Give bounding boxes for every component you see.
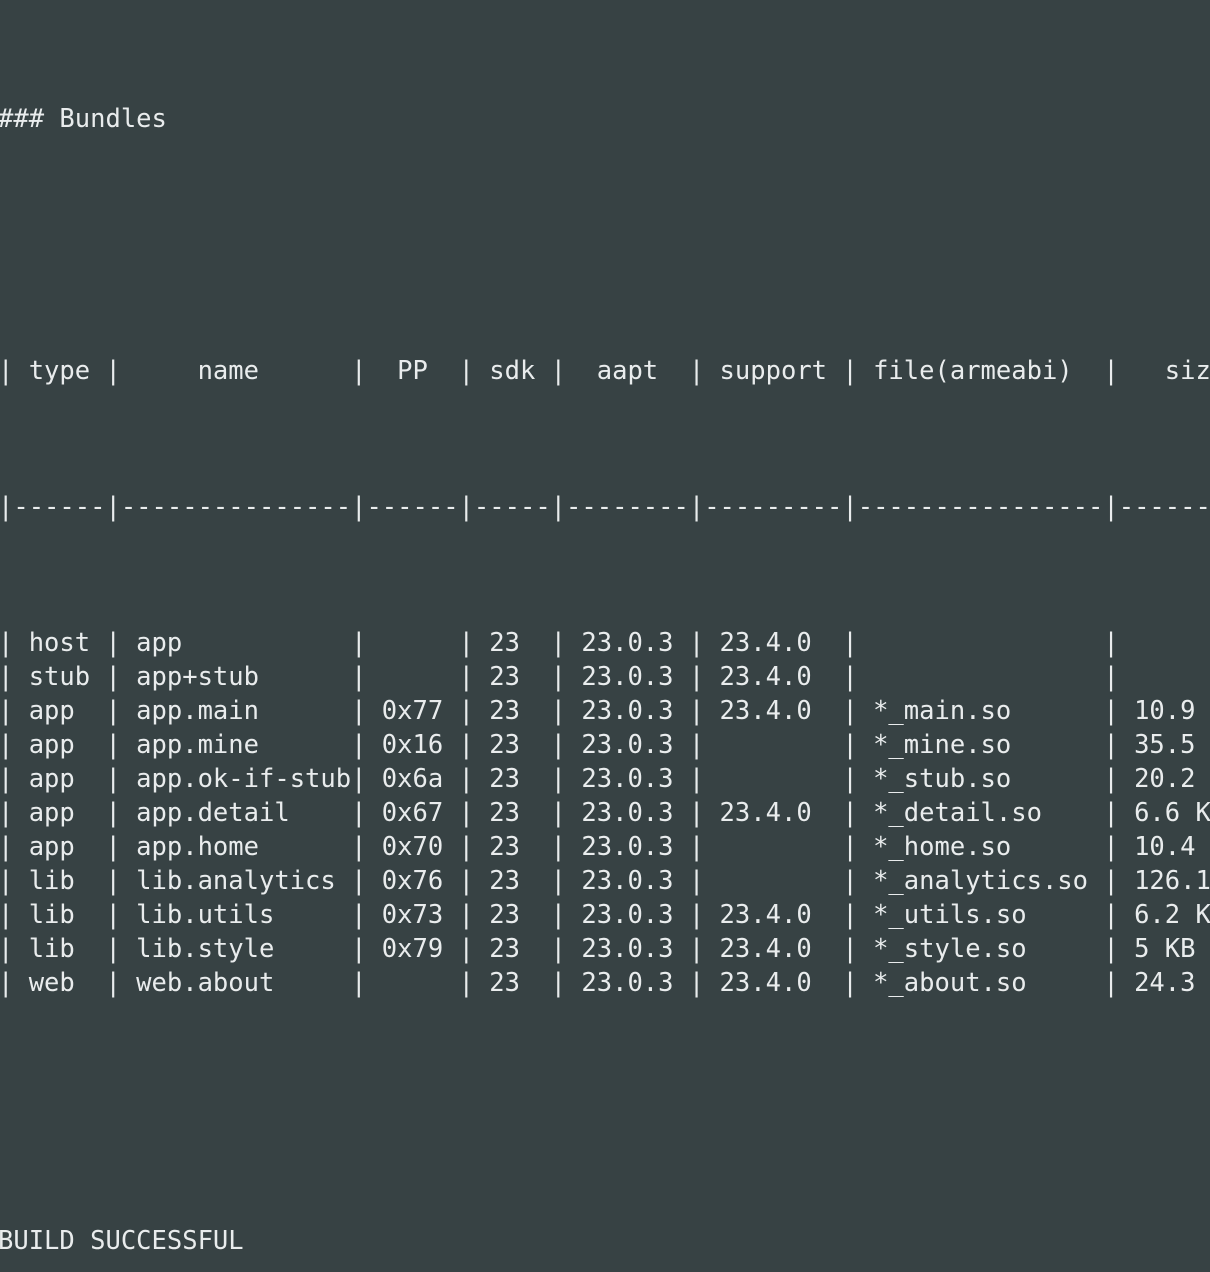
- table-row: | web | web.about | | 23 | 23.0.3 | 23.4…: [0, 968, 1210, 998]
- table-row: | host | app | | 23 | 23.0.3 | 23.4.0 | …: [0, 628, 1210, 658]
- table-row: | lib | lib.utils | 0x73 | 23 | 23.0.3 |…: [0, 900, 1210, 930]
- build-status: BUILD SUCCESSFUL: [0, 1226, 244, 1256]
- table-body: | host | app | | 23 | 23.0.3 | 23.4.0 | …: [0, 626, 1210, 1000]
- table-row: | app | app.home | 0x70 | 23 | 23.0.3 | …: [0, 832, 1210, 862]
- table-header-row: | type | name | PP | sdk | aapt | suppor…: [0, 356, 1210, 386]
- table-row: | app | app.main | 0x77 | 23 | 23.0.3 | …: [0, 696, 1210, 726]
- table-row: | app | app.mine | 0x16 | 23 | 23.0.3 | …: [0, 730, 1210, 760]
- table-row: | lib | lib.style | 0x79 | 23 | 23.0.3 |…: [0, 934, 1210, 964]
- terminal-output: ### Bundles | type | name | PP | sdk | a…: [0, 104, 1210, 1256]
- table-row: | lib | lib.analytics | 0x76 | 23 | 23.0…: [0, 866, 1210, 896]
- body-spacer: [0, 1102, 1210, 1122]
- table-row: | stub | app+stub | | 23 | 23.0.3 | 23.4…: [0, 662, 1210, 692]
- table-row: | app | app.detail | 0x67 | 23 | 23.0.3 …: [0, 798, 1210, 828]
- bundles-heading: ### Bundles: [0, 104, 167, 134]
- table-separator-row: |------|---------------|------|-----|---…: [0, 492, 1210, 522]
- heading-spacer: [0, 238, 1210, 252]
- table-row: | app | app.ok-if-stub| 0x6a | 23 | 23.0…: [0, 764, 1210, 794]
